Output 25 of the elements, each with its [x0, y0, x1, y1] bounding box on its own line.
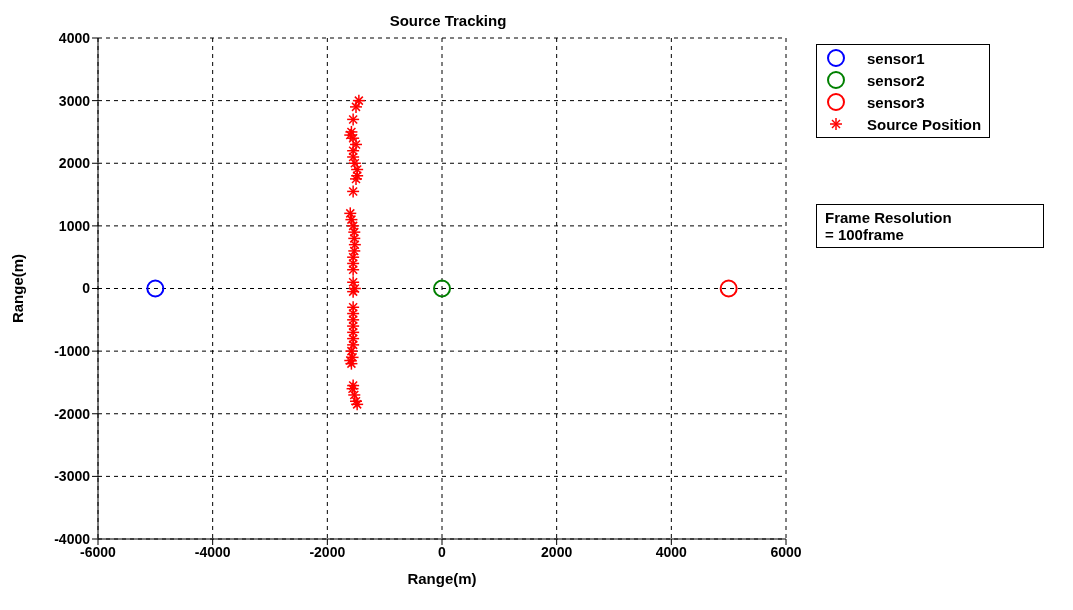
- x-tick-label: 0: [438, 543, 447, 560]
- x-axis-title: Range(m): [407, 570, 477, 587]
- y-tick-label: -1000: [54, 343, 91, 360]
- x-tick-label: 6000: [770, 543, 802, 560]
- text: Frame Resolution = 100frame: [816, 204, 1044, 248]
- legend-label: Source Position: [867, 115, 982, 133]
- y-tick-label: 4000: [58, 29, 91, 46]
- x-tick-label: -2000: [309, 543, 346, 560]
- legend-label: sensor3: [867, 93, 925, 111]
- chart-title: Source Tracking: [389, 12, 507, 29]
- y-tick-label: -3000: [54, 468, 91, 485]
- legend-label: sensor2: [867, 71, 925, 89]
- y-axis-title: Range(m): [9, 253, 27, 324]
- point: [719, 279, 738, 298]
- x-tick-label: 2000: [541, 543, 573, 560]
- x-tick-label: 4000: [655, 543, 688, 560]
- legend-label: sensor1: [867, 49, 925, 67]
- point: [433, 279, 451, 298]
- y-tick-label: 2000: [58, 155, 91, 172]
- x-tick-label: -4000: [194, 543, 231, 560]
- y-tick-label: 0: [82, 280, 91, 297]
- y-tick-label: 3000: [58, 92, 91, 109]
- point: [146, 279, 165, 298]
- y-tick-label: -2000: [54, 405, 91, 422]
- y-tick-label: 1000: [58, 217, 91, 234]
